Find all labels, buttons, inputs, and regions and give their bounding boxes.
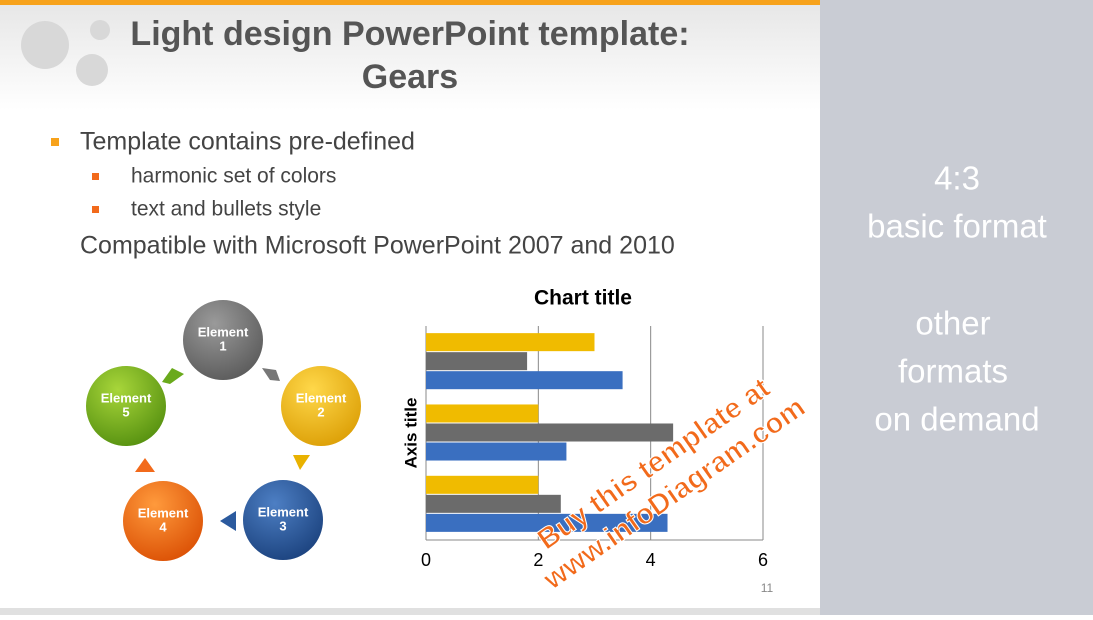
node-label: Element: [101, 390, 152, 405]
side-text: formats: [898, 353, 1008, 390]
x-tick-label: 0: [421, 550, 431, 570]
node-label: 2: [317, 404, 324, 419]
node-label: 4: [159, 519, 167, 534]
x-tick-label: 4: [646, 550, 656, 570]
page-number: 11: [761, 581, 774, 595]
node-label: Element: [198, 324, 249, 339]
node-label: 3: [279, 518, 286, 533]
y-axis-title: Axis title: [401, 398, 420, 469]
bullet-text: Template contains pre-defined: [80, 128, 415, 156]
slide-title: Light design PowerPoint template:: [130, 15, 689, 53]
bullet: [92, 206, 99, 213]
top-line: [0, 0, 820, 5]
cycle-node: [121, 479, 205, 563]
bar: [426, 333, 595, 352]
cycle-node: [84, 364, 168, 448]
slide-bottom: [0, 608, 820, 615]
bar: [426, 513, 668, 532]
node-label: Element: [258, 504, 309, 519]
side-text: basic format: [867, 208, 1047, 245]
slide-title: Gears: [362, 58, 458, 96]
bullet: [92, 173, 99, 180]
side-text: on demand: [874, 401, 1039, 438]
body-text: Compatible with Microsoft PowerPoint 200…: [80, 232, 675, 260]
cycle-node: [279, 364, 363, 448]
chart-title: Chart title: [534, 287, 632, 310]
x-tick-label: 6: [758, 550, 768, 570]
cycle-arrows: [135, 368, 310, 531]
node-label: 5: [122, 404, 129, 419]
node-label: Element: [296, 390, 347, 405]
bullet-text: text and bullets style: [131, 198, 321, 221]
bar: [426, 475, 539, 494]
bullet: [51, 138, 59, 146]
bar: [426, 442, 567, 461]
side-text: other: [915, 305, 990, 342]
node-label: Element: [138, 505, 189, 520]
side-panel: [820, 0, 1093, 615]
bar: [426, 404, 539, 423]
node-label: 1: [219, 338, 226, 353]
side-text: 4:3: [934, 160, 980, 197]
cycle-node: [241, 478, 325, 562]
bullet-text: harmonic set of colors: [131, 165, 336, 188]
bar: [426, 423, 674, 442]
x-tick-label: 2: [533, 550, 543, 570]
bar: [426, 494, 561, 513]
chart: Chart title Axis title 0 2 4 6: [401, 287, 768, 570]
gears-decoration: [21, 20, 110, 86]
cycle-node: [181, 298, 265, 382]
bar: [426, 352, 528, 371]
header-band: [0, 0, 820, 110]
bar: [426, 371, 623, 390]
